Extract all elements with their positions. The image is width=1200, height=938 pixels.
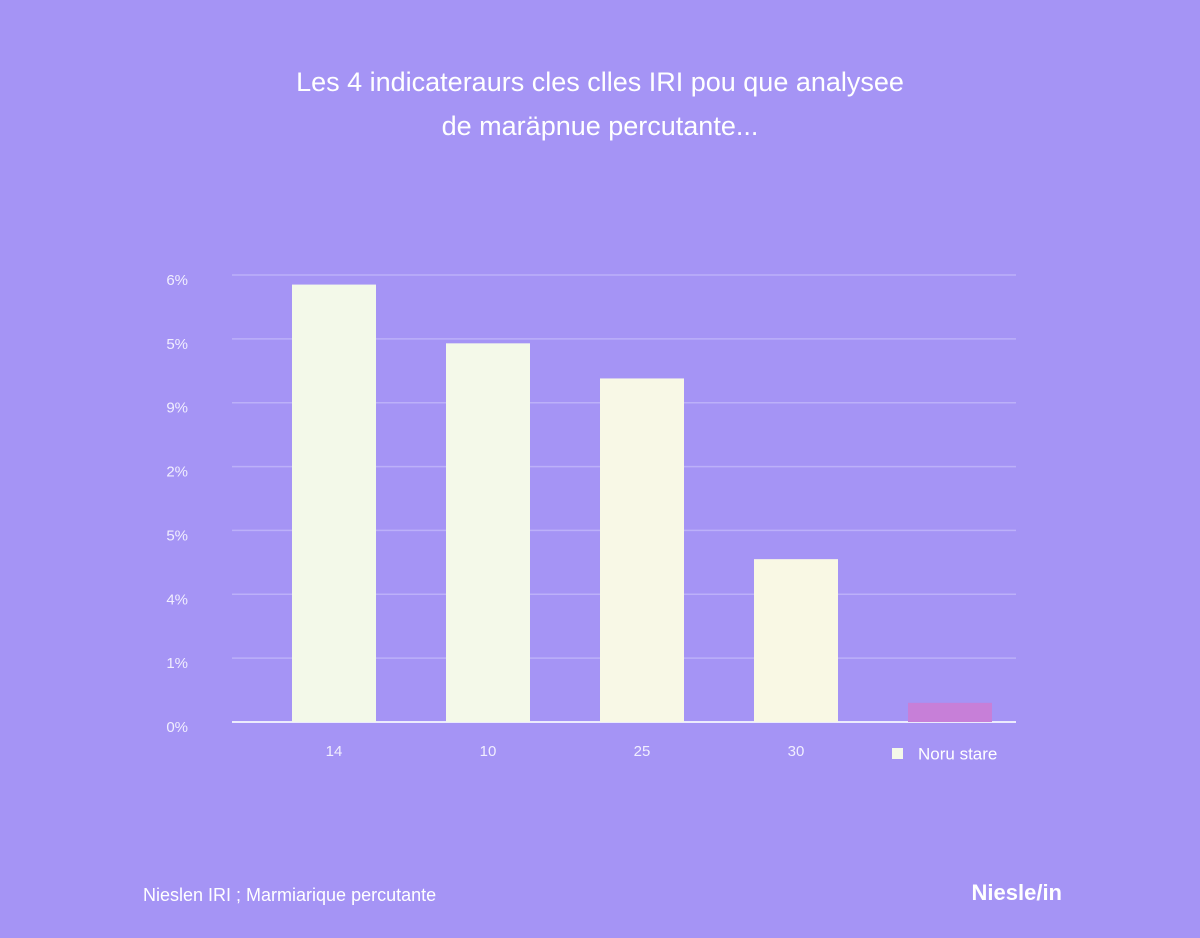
bar <box>754 559 838 722</box>
chart-title: Les 4 indicateraurs cles clles IRI pou q… <box>296 67 904 97</box>
y-tick-label: 5% <box>166 527 188 544</box>
x-tick-label: 10 <box>480 743 497 760</box>
bar <box>600 378 684 722</box>
brand: Niesle/in <box>972 880 1062 905</box>
y-tick-label: 5% <box>166 336 188 353</box>
legend-swatch <box>892 748 903 759</box>
x-tick-label: 30 <box>788 743 805 760</box>
source: Nieslen IRI ; Marmiarique percutante <box>143 885 436 905</box>
chart-title: de maräpnue percutante... <box>442 111 759 141</box>
legend-label: Noru stare <box>918 744 997 763</box>
bar <box>446 343 530 722</box>
y-tick-label: 2% <box>166 464 188 481</box>
y-tick-label: 0% <box>166 719 188 736</box>
y-tick-label: 9% <box>166 400 188 417</box>
bar <box>292 284 376 722</box>
x-tick-label: 14 <box>326 743 343 760</box>
y-tick-label: 1% <box>166 655 188 672</box>
bar <box>908 702 992 722</box>
y-tick-label: 6% <box>166 272 188 289</box>
x-tick-label: 25 <box>634 743 651 760</box>
y-tick-label: 4% <box>166 591 188 608</box>
